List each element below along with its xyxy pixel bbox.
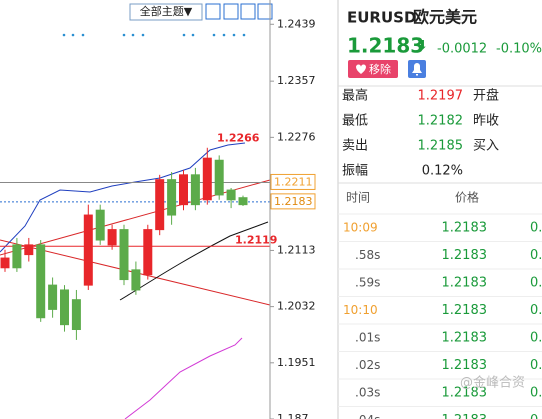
candle-body [71, 299, 81, 331]
tick-time: 10:09 [343, 221, 378, 235]
tool-icon[interactable] [257, 3, 273, 20]
candle-body [143, 229, 153, 276]
tick-volume: 0. [530, 358, 542, 373]
candle-body [131, 269, 141, 291]
symbol: EURUSD [347, 9, 416, 27]
heart-icon [356, 64, 366, 74]
reference-box [270, 173, 316, 190]
toolbar-icons [205, 3, 273, 20]
candle-body [214, 159, 224, 196]
tool-icon[interactable] [223, 3, 239, 20]
tick-time: .01s [355, 331, 380, 345]
high-label: 1.2266 [217, 131, 260, 144]
stat-label: 开盘 [473, 88, 499, 104]
stat-label: 买入 [473, 139, 499, 154]
tick-price: 1.2183 [442, 331, 488, 346]
tick-time: .59s [355, 276, 380, 290]
reference-label: 1.2211 [274, 175, 313, 188]
y-tick-label: 1.2032 [277, 300, 316, 313]
last-price-box [270, 193, 316, 210]
tick-price: 1.2183 [442, 386, 488, 401]
candle-body [95, 209, 105, 241]
tool-icon[interactable] [205, 3, 221, 20]
stat-value: 1.2182 [418, 114, 464, 129]
stat-value: 0.12% [422, 164, 463, 179]
tick-price: 1.2183 [442, 248, 488, 263]
y-tick-label: 1.2439 [277, 17, 316, 30]
tick-volume: 0. [530, 276, 542, 291]
candle-body [167, 179, 177, 216]
theme-dropdown[interactable] [129, 3, 203, 21]
stat-label: 卖出 [342, 139, 368, 154]
plot: 1.2439 1.2357 1.2276 1.2113 1.2032 1.1951 1.18… [0, 17, 316, 419]
candle-body [190, 174, 200, 206]
symbol-name: 欧元美元 [413, 8, 477, 27]
tick-price: 1.2183 [442, 276, 488, 291]
y-tick-label: 1.1951 [277, 356, 316, 369]
price: 1.2183 [347, 34, 424, 58]
candle-body [238, 197, 248, 206]
tick-volume: 0. [530, 331, 542, 346]
y-tick-label: 1.2276 [277, 130, 316, 143]
tick-volume: 0. [530, 221, 542, 236]
candle-body [226, 189, 236, 201]
bell-icon [412, 63, 422, 76]
stat-value: 1.2197 [418, 89, 464, 104]
stat-label: 昨收 [473, 114, 499, 129]
candle-body [36, 244, 46, 319]
stat-label: 最低 [342, 114, 368, 129]
y-tick-label: 1.2113 [277, 243, 316, 256]
candle-body [0, 257, 10, 269]
change-arrow: ⬇ [417, 39, 428, 54]
tick-price: 1.2183 [442, 303, 488, 318]
tick-volume: 0. [530, 386, 542, 401]
candle-body [60, 289, 69, 326]
ma-line [124, 337, 243, 419]
tick-volume: 0. [530, 248, 542, 263]
tick-price: 1.2183 [442, 221, 488, 236]
tick-price: 1.2183 [442, 413, 488, 419]
theme-label: 全部主题▼ [140, 4, 193, 18]
tick-time: .04s [355, 413, 380, 419]
candle-body [12, 244, 22, 269]
candle-body [107, 229, 117, 246]
list-header: 时间 [346, 191, 370, 205]
watermark: @金峰合资 [460, 375, 525, 391]
support-label: 1.2119 [235, 233, 277, 246]
y-tick-label: 1.187 [277, 412, 309, 419]
tick-price: 1.2183 [442, 358, 488, 373]
change-pct: -0.10% [496, 42, 542, 57]
last-price-label: 1.2183 [274, 195, 313, 208]
candle-body [48, 284, 58, 310]
candle-body [24, 244, 34, 256]
marker-dots [62, 33, 246, 37]
candle-body [179, 174, 188, 206]
remove-label: 移除 [369, 62, 391, 76]
candle-body [83, 214, 93, 286]
trend-line [0, 179, 271, 256]
stat-value: 1.2185 [418, 139, 464, 154]
tick-time: 10:10 [343, 303, 378, 317]
tick-volume: 0. [530, 413, 542, 419]
candle-body [155, 179, 165, 231]
tick-volume: 0. [530, 303, 542, 318]
ma-line [119, 221, 269, 301]
tick-time: .58s [355, 248, 380, 262]
stat-label: 振幅 [342, 164, 368, 179]
ma-line [0, 142, 246, 253]
list-header: 价格 [455, 190, 479, 205]
change: -0.0012 [437, 42, 487, 57]
y-tick-label: 1.2357 [277, 74, 316, 87]
tool-icon[interactable] [240, 3, 256, 20]
tick-time: .03s [355, 386, 380, 400]
tick-time: .02s [355, 358, 380, 372]
candle-body [202, 157, 212, 201]
stat-label: 最高 [342, 88, 368, 104]
candle-body [119, 229, 129, 281]
